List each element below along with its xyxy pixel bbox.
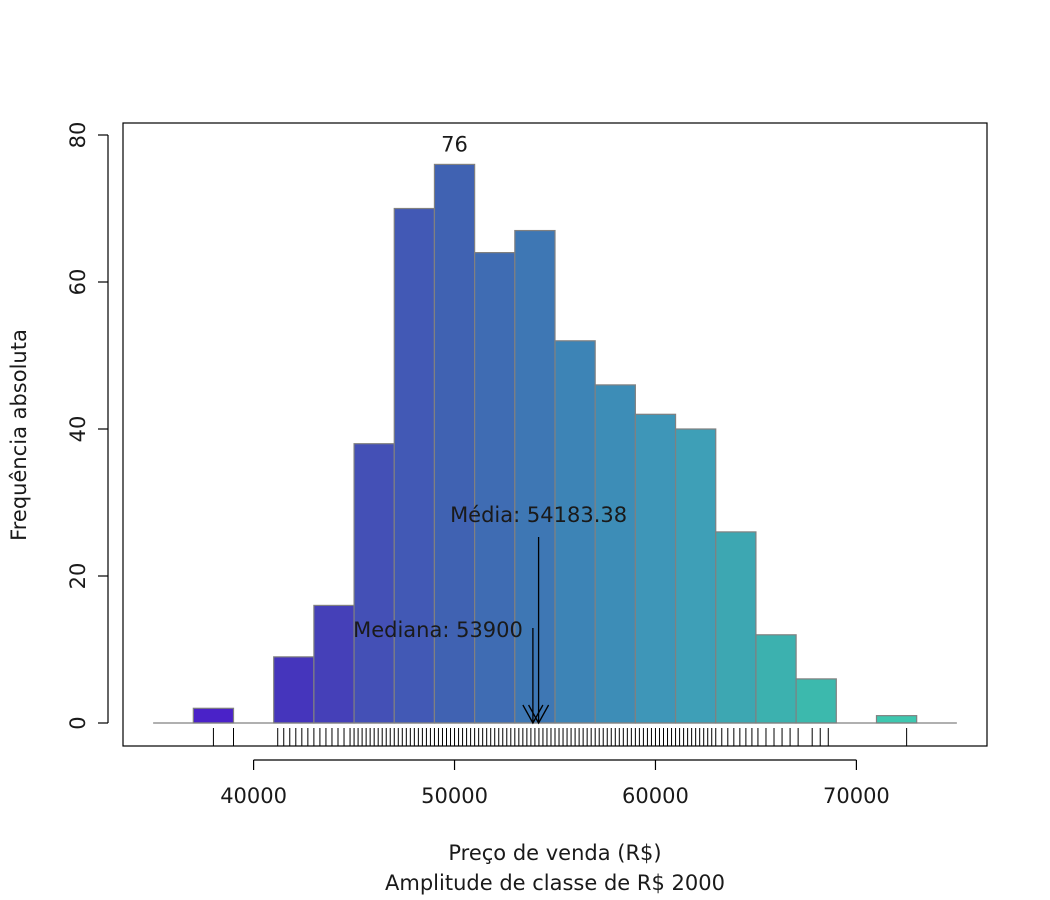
x-tick-label: 70000 bbox=[823, 784, 890, 808]
histogram-bars bbox=[192, 163, 918, 724]
x-axis-sublabel: Amplitude de classe de R$ 2000 bbox=[385, 871, 725, 895]
max-bar-label: 76 bbox=[441, 132, 468, 156]
histogram-bar bbox=[353, 443, 395, 724]
mean-label: Média: 54183.38 bbox=[450, 503, 627, 527]
histogram-bar bbox=[795, 678, 837, 724]
x-axis: 40000 50000 60000 70000 bbox=[220, 759, 890, 808]
y-axis-label: Frequência absoluta bbox=[7, 329, 31, 541]
y-tick-label: 40 bbox=[66, 416, 90, 443]
histogram-bar bbox=[594, 384, 636, 724]
y-axis: 0 20 40 60 80 bbox=[66, 122, 109, 730]
y-tick-label: 20 bbox=[66, 563, 90, 590]
median-arrow-head bbox=[522, 704, 544, 725]
y-tick-label: 80 bbox=[66, 122, 90, 149]
histogram-bar bbox=[715, 531, 757, 724]
y-tick-label: 60 bbox=[66, 269, 90, 296]
histogram-bar bbox=[755, 634, 797, 724]
histogram-bar bbox=[273, 656, 315, 724]
annotations: Média: 54183.38 Mediana: 53900 bbox=[353, 503, 627, 725]
histogram-bar bbox=[192, 707, 235, 724]
mean-arrow-head bbox=[528, 704, 550, 725]
y-tick-label: 0 bbox=[66, 716, 90, 729]
histogram-bar bbox=[514, 229, 556, 724]
histogram-bar bbox=[474, 252, 516, 724]
x-tick-label: 40000 bbox=[220, 784, 287, 808]
histogram-bar bbox=[634, 413, 677, 724]
x-tick-label: 60000 bbox=[622, 784, 689, 808]
histogram-bar bbox=[674, 428, 717, 724]
histogram-bar bbox=[393, 207, 436, 724]
x-axis-label: Preço de venda (R$) bbox=[448, 841, 661, 865]
histogram-bar bbox=[554, 340, 596, 724]
histogram-bar bbox=[875, 715, 918, 724]
x-tick-label: 50000 bbox=[421, 784, 488, 808]
median-label: Mediana: 53900 bbox=[353, 618, 523, 642]
rug-marks bbox=[212, 728, 908, 746]
histogram-bar bbox=[313, 604, 355, 724]
